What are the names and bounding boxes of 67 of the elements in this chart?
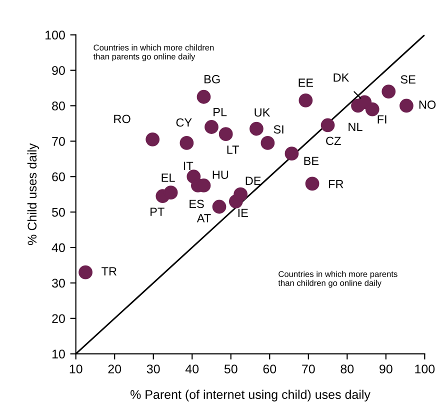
x-tick-label: 50: [224, 364, 238, 374]
x-tick-label: 90: [380, 364, 392, 374]
point: [164, 186, 178, 200]
annotation: IE: [238, 208, 248, 217]
annotation: LT: [227, 146, 239, 154]
annotation: SI: [274, 125, 284, 134]
y-tick-label: 50: [52, 208, 65, 217]
point: [212, 200, 226, 214]
x-tick-label: 30: [146, 364, 160, 374]
y-tick-label: 60: [52, 172, 65, 182]
annotation: CZ: [326, 136, 341, 146]
y-tick-label: 10: [52, 350, 65, 358]
annotation: FI: [378, 115, 386, 124]
y-tick-label: 20: [52, 314, 65, 324]
annotation: FR: [328, 180, 344, 188]
annotation: IT: [184, 162, 194, 170]
x-tick-label: 60: [263, 364, 276, 374]
annotation: PT: [150, 208, 164, 216]
x-axis-title: % Parent (of internet using child) uses daily: [130, 390, 370, 402]
annotation: EE: [298, 78, 314, 87]
y-tick-label: 90: [52, 66, 65, 75]
annotation: PL: [214, 108, 227, 116]
x-tick-label: 80: [340, 364, 354, 374]
y-tick-label: 100: [46, 30, 65, 40]
x-tick-label: 70: [302, 364, 315, 374]
annotation: UK: [254, 108, 270, 117]
y-tick-label: 70: [52, 136, 65, 146]
point: [260, 136, 275, 150]
point: [320, 118, 335, 132]
point: [382, 84, 396, 98]
annotation: Countries in which more parents than children go online daily: [278, 270, 398, 288]
annotation: DK: [334, 74, 350, 82]
point: [284, 146, 299, 161]
x-tick-label: 40: [185, 364, 199, 374]
annotation: AT: [196, 214, 211, 222]
point: [204, 120, 218, 134]
x-tick-label: 100: [415, 364, 435, 374]
point: [365, 102, 380, 116]
annotation: NL: [348, 122, 362, 132]
annotation: Countries in which more children than parents go online daily: [93, 44, 214, 62]
annotation: NO: [419, 100, 436, 109]
point: [305, 176, 320, 191]
annotation: SE: [400, 75, 416, 84]
point: [234, 187, 248, 202]
annotation: ES: [190, 200, 204, 208]
annotation: CY: [176, 118, 192, 127]
point: [250, 122, 264, 136]
point: [78, 265, 92, 280]
y-tick-label: 30: [52, 278, 65, 288]
point: [218, 127, 233, 142]
annotation: EL: [162, 174, 175, 182]
annotation: RO: [114, 114, 130, 124]
point: [180, 136, 194, 150]
point: [298, 93, 313, 108]
x-tick-label: 20: [108, 364, 122, 374]
x-tick-label: 10: [70, 364, 82, 374]
annotation: BE: [304, 156, 319, 165]
annotation: DE: [246, 176, 261, 185]
annotation: TR: [102, 267, 116, 276]
point: [400, 98, 414, 113]
annotation: BG: [204, 75, 220, 84]
point: [146, 132, 160, 146]
annotation: HU: [212, 170, 228, 179]
point: [196, 90, 211, 104]
y-axis-title: % Child uses daily: [27, 143, 40, 245]
y-tick-label: 40: [52, 243, 65, 252]
y-tick-label: 80: [52, 102, 65, 110]
